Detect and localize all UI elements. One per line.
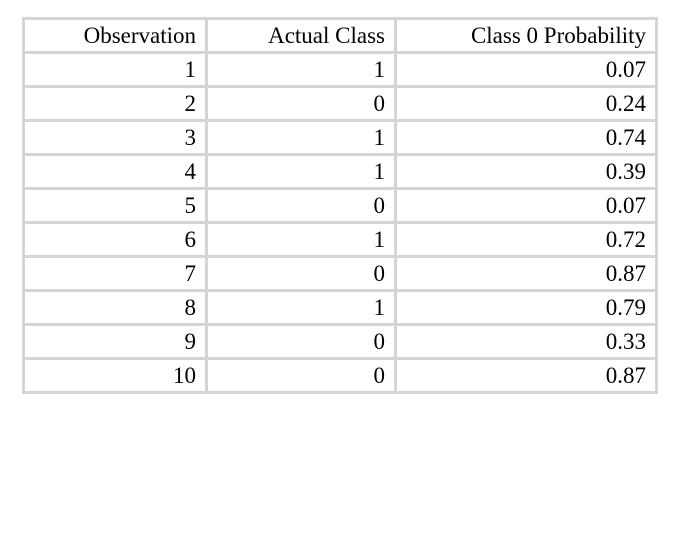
actual-class-cell: 1	[205, 51, 397, 88]
observation-cell: 1	[22, 51, 208, 88]
probability-cell: 0.87	[394, 255, 658, 292]
header-row: Observation Actual Class Class 0 Probabi…	[22, 17, 658, 54]
actual-class-cell: 0	[205, 323, 397, 360]
probability-cell: 0.87	[394, 357, 658, 394]
probability-cell: 0.72	[394, 221, 658, 258]
actual-class-cell: 1	[205, 153, 397, 190]
observation-cell: 10	[22, 357, 208, 394]
header-actual-class: Actual Class	[205, 17, 397, 54]
actual-class-cell: 0	[205, 85, 397, 122]
probability-cell: 0.39	[394, 153, 658, 190]
table-row: 1 1 0.07	[22, 51, 658, 88]
table-header: Observation Actual Class Class 0 Probabi…	[22, 17, 658, 54]
table-row: 3 1 0.74	[22, 119, 658, 156]
probability-cell: 0.07	[394, 51, 658, 88]
probability-cell: 0.79	[394, 289, 658, 326]
table-row: 4 1 0.39	[22, 153, 658, 190]
actual-class-cell: 0	[205, 255, 397, 292]
observation-cell: 7	[22, 255, 208, 292]
table-body: 1 1 0.07 2 0 0.24 3 1 0.74 4 1 0.39 5 0 0.07 6 1 0.72 7 0 0.…	[22, 51, 658, 394]
table-row: 2 0 0.24	[22, 85, 658, 122]
probability-table: Observation Actual Class Class 0 Probabi…	[22, 17, 658, 394]
probability-cell: 0.07	[394, 187, 658, 224]
actual-class-cell: 1	[205, 289, 397, 326]
actual-class-cell: 0	[205, 187, 397, 224]
table-row: 7 0 0.87	[22, 255, 658, 292]
table-row: 8 1 0.79	[22, 289, 658, 326]
table-row: 5 0 0.07	[22, 187, 658, 224]
observation-cell: 5	[22, 187, 208, 224]
table-row: 9 0 0.33	[22, 323, 658, 360]
observation-cell: 4	[22, 153, 208, 190]
probability-cell: 0.24	[394, 85, 658, 122]
observation-cell: 6	[22, 221, 208, 258]
observation-cell: 2	[22, 85, 208, 122]
header-class0-probability: Class 0 Probability	[394, 17, 658, 54]
observation-cell: 9	[22, 323, 208, 360]
table-row: 6 1 0.72	[22, 221, 658, 258]
observation-cell: 3	[22, 119, 208, 156]
table-row: 10 0 0.87	[22, 357, 658, 394]
header-observation: Observation	[22, 17, 208, 54]
probability-cell: 0.74	[394, 119, 658, 156]
actual-class-cell: 0	[205, 357, 397, 394]
actual-class-cell: 1	[205, 221, 397, 258]
observation-cell: 8	[22, 289, 208, 326]
probability-cell: 0.33	[394, 323, 658, 360]
actual-class-cell: 1	[205, 119, 397, 156]
